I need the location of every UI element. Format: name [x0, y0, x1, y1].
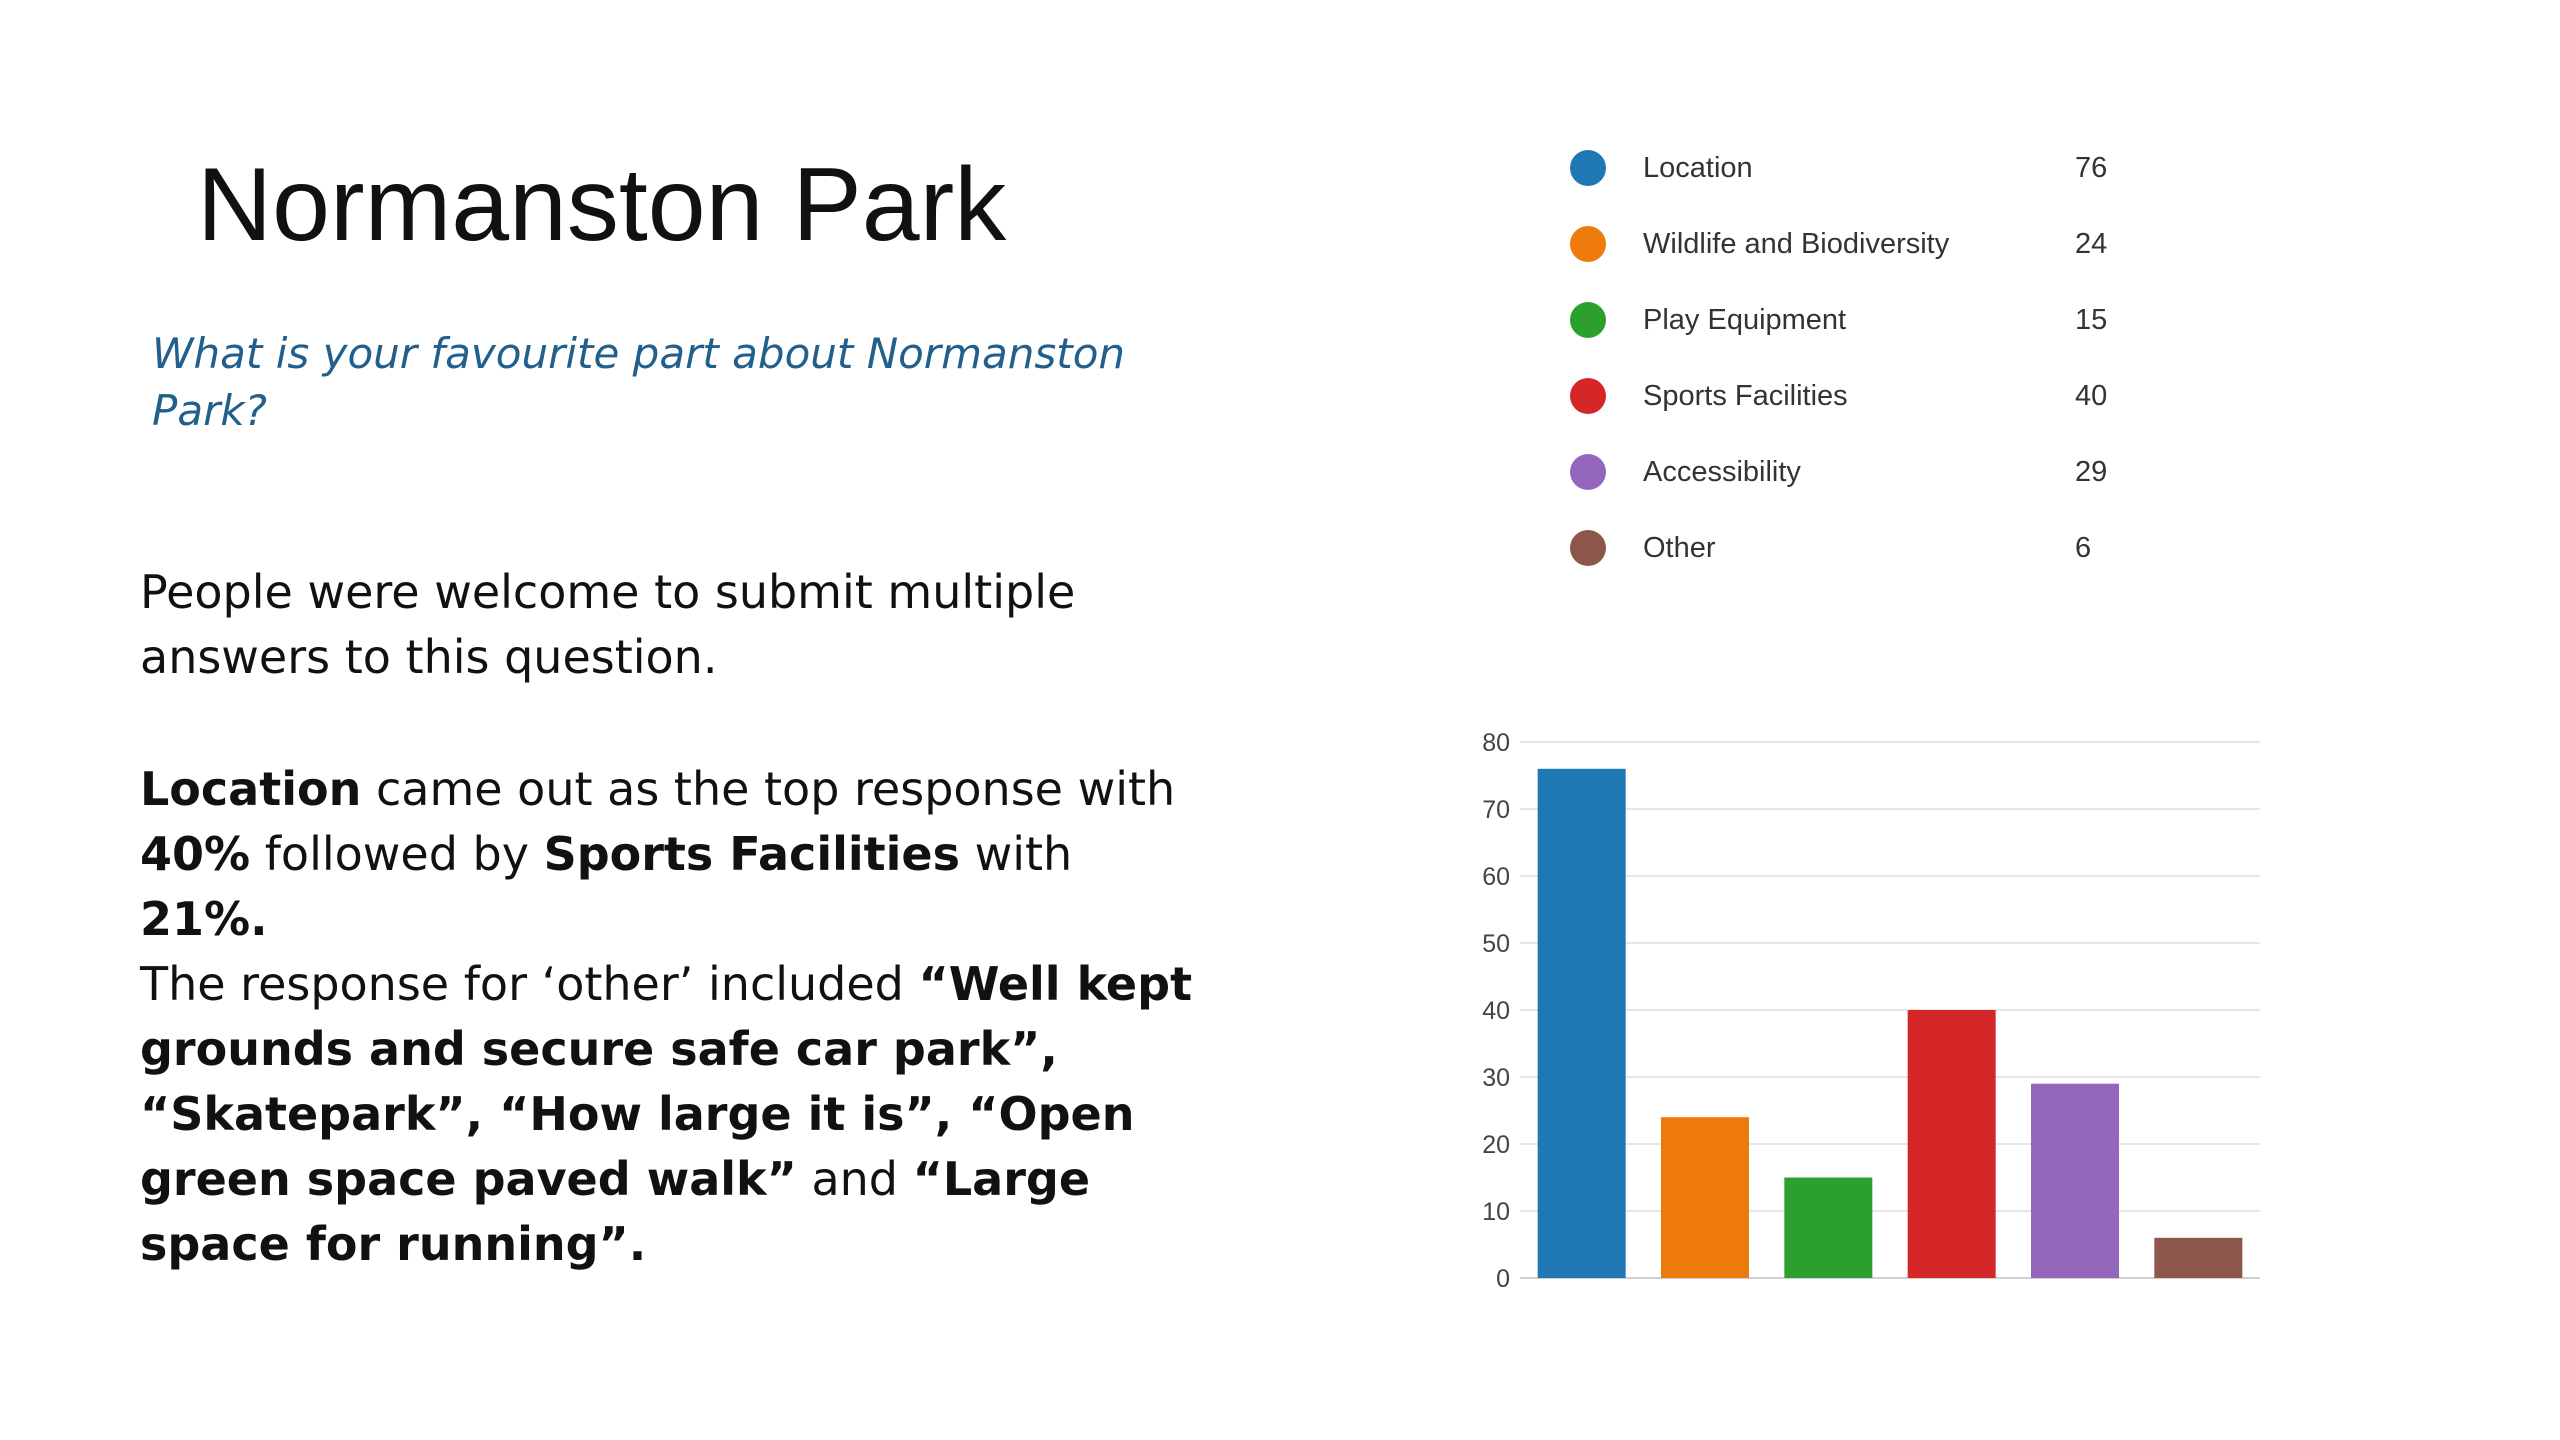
legend-value: 6: [2075, 532, 2092, 564]
legend-item-accessibility: Accessibility 29: [1570, 444, 2150, 520]
chart-legend: Location 76 Wildlife and Biodiversity 24 Pla…: [1570, 140, 2150, 596]
legend-swatch-icon: [1570, 378, 1606, 414]
legend-value: 76: [2075, 152, 2108, 184]
legend-item-location: Location 76: [1570, 140, 2150, 216]
legend-item-other: Other 6: [1570, 520, 2150, 596]
summary-top-percent: 40%: [140, 827, 251, 881]
survey-question: What is your favourite part about Norman…: [152, 329, 1126, 435]
other-text-2: and: [796, 1152, 913, 1206]
legend-value: 24: [2075, 228, 2108, 260]
bar-location: [1537, 768, 1626, 1278]
bar-accessibility: [2031, 1083, 2119, 1278]
y-tick-label: 10: [1482, 1198, 1510, 1226]
legend-value: 40: [2075, 380, 2108, 412]
y-tick-label: 70: [1482, 796, 1510, 824]
y-tick-label: 20: [1482, 1131, 1510, 1159]
summary-second-percent: 21%.: [140, 892, 268, 946]
legend-swatch-icon: [1570, 302, 1606, 338]
legend-item-wildlife-and-biodiversity: Wildlife and Biodiversity 24: [1570, 216, 2150, 292]
other-text-1: The response for ‘other’ included: [140, 957, 919, 1011]
summary-paragraph: Location came out as the top response wi…: [140, 757, 1210, 952]
legend-label: Wildlife and Biodiversity: [1643, 228, 1950, 260]
summary-text-1: came out as the top response with: [361, 762, 1176, 816]
intro-paragraph: People were welcome to submit multiple a…: [140, 565, 1076, 684]
legend-swatch-icon: [1570, 226, 1606, 262]
legend-label: Location: [1643, 152, 1753, 184]
bar-play-equipment: [1784, 1177, 1873, 1278]
legend-item-play-equipment: Play Equipment 15: [1570, 292, 2150, 368]
legend-label: Accessibility: [1643, 456, 1801, 488]
summary-text-2: followed by: [250, 827, 544, 881]
y-tick-label: 50: [1482, 930, 1510, 958]
legend-swatch-icon: [1570, 150, 1606, 186]
summary-text-3: with: [959, 827, 1073, 881]
legend-item-sports-facilities: Sports Facilities 40: [1570, 368, 2150, 444]
bar-sports-facilities: [1907, 1010, 1996, 1278]
y-tick-label: 30: [1482, 1064, 1510, 1092]
slide-title: Normanston Park: [197, 147, 1007, 263]
other-responses-paragraph: The response for ‘other’ included “Well …: [140, 952, 1210, 1277]
legend-value: 29: [2075, 456, 2108, 488]
summary-top-response: Location: [140, 762, 362, 816]
bar-other: [2154, 1237, 2243, 1278]
summary-second-response: Sports Facilities: [543, 827, 960, 881]
legend-value: 15: [2075, 304, 2108, 336]
legend-label: Play Equipment: [1643, 304, 1847, 336]
legend-swatch-icon: [1570, 454, 1606, 490]
bar-chart: 0 10 20 30 40 50 60 70 80: [1482, 729, 2260, 1293]
y-tick-label: 40: [1482, 997, 1510, 1025]
y-tick-label: 80: [1482, 729, 1510, 757]
legend-label: Sports Facilities: [1643, 380, 1848, 412]
legend-swatch-icon: [1570, 530, 1606, 566]
y-tick-label: 60: [1482, 863, 1510, 891]
y-tick-label: 0: [1496, 1265, 1510, 1293]
other-last-quote: “Large space for running”.: [140, 1152, 1091, 1271]
bar-wildlife-and-biodiversity: [1661, 1117, 1749, 1278]
other-quotes: “Well kept grounds and secure safe car p…: [140, 957, 1193, 1206]
legend-label: Other: [1643, 532, 1716, 564]
